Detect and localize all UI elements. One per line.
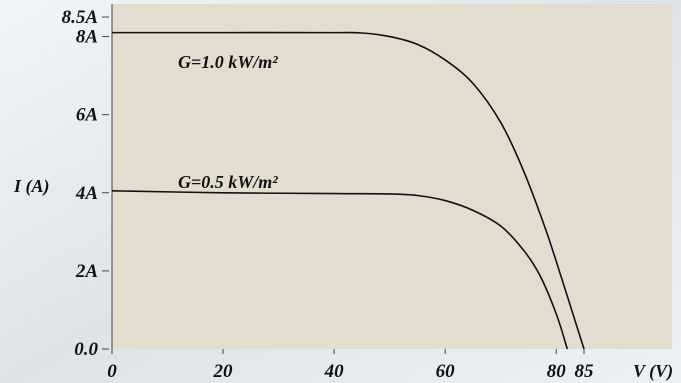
y-axis-label: I (A) <box>13 176 50 197</box>
labels: I (A) V (V) G=1.0 kW/m² G=0.5 kW/m² <box>13 52 673 382</box>
y-tick-label: 2A <box>75 261 98 282</box>
plot-area <box>112 4 672 349</box>
series-label-g1: G=1.0 kW/m² <box>178 52 278 72</box>
x-tick-label: 85 <box>575 361 595 382</box>
x-tick-label: 80 <box>547 361 567 382</box>
y-tick-label: 8.5A <box>62 7 98 28</box>
y-tick-label: 4A <box>75 183 98 204</box>
x-tick-label: 40 <box>324 361 345 382</box>
curves <box>111 31 585 350</box>
y-tick-label: 0.0 <box>74 339 98 360</box>
x-tick-label: 60 <box>436 361 456 382</box>
axes: 0.0 2A 4A 6A 8A8.5A 0 20 40 60 80 85 <box>62 4 594 382</box>
x-tick-label: 20 <box>213 361 234 382</box>
y-tick-label: 6A <box>76 105 98 126</box>
y-tick-label: 8A <box>76 27 98 48</box>
series-label-g05: G=0.5 kW/m² <box>178 172 278 192</box>
x-axis-label: V (V) <box>633 361 673 382</box>
x-tick-label: 0 <box>107 361 117 382</box>
series-line-0 <box>112 31 585 350</box>
series-line-1 <box>111 190 569 350</box>
